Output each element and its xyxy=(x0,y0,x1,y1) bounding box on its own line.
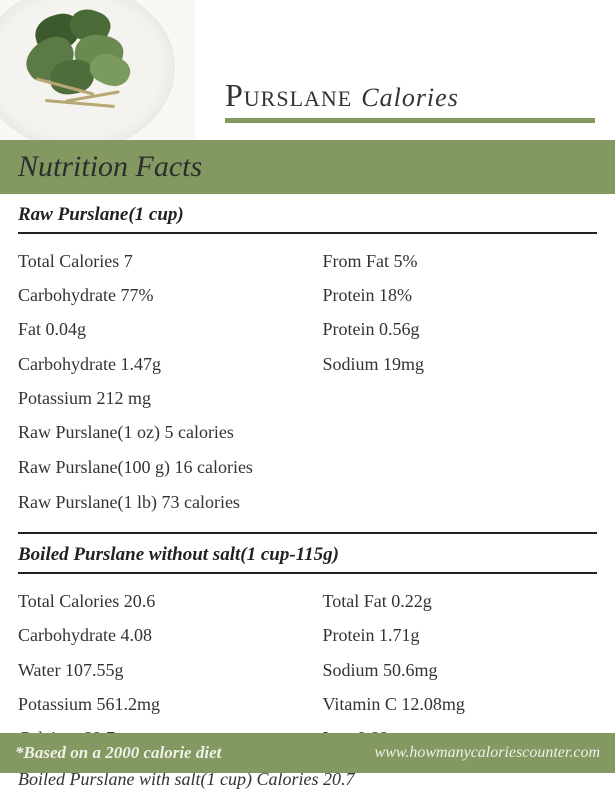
fact-line: Protein 18% xyxy=(323,278,598,312)
fact-line: Raw Purslane(1 lb) 73 calories xyxy=(18,485,597,520)
fact-line: Potassium 212 mg xyxy=(18,381,293,415)
fact-line: Potassium 561.2mg xyxy=(18,687,293,721)
title-underline xyxy=(225,118,595,123)
boiled-section: Boiled Purslane without salt(1 cup-115g)… xyxy=(0,534,615,761)
raw-right-col: From Fat 5% Protein 18% Protein 0.56g So… xyxy=(323,244,598,415)
page-title: Purslane Calories xyxy=(225,77,615,114)
fact-line: Total Calories 7 xyxy=(18,244,293,278)
nutrition-facts-banner: Nutrition Facts xyxy=(0,140,615,194)
fact-line: Carbohydrate 4.08 xyxy=(18,618,293,652)
fact-line: Raw Purslane(1 oz) 5 calories xyxy=(18,415,597,450)
fact-line: Total Fat 0.22g xyxy=(323,584,598,618)
fact-line: Protein 1.71g xyxy=(323,618,598,652)
fact-line: Carbohydrate 77% xyxy=(18,278,293,312)
header: Purslane Calories xyxy=(0,0,615,140)
title-area: Purslane Calories xyxy=(195,17,615,123)
fact-line: Total Calories 20.6 xyxy=(18,584,293,618)
fact-line: From Fat 5% xyxy=(323,244,598,278)
fact-line: Sodium 19mg xyxy=(323,347,598,381)
fact-line: Vitamin C 12.08mg xyxy=(323,687,598,721)
raw-section: Raw Purslane(1 cup) Total Calories 7 Car… xyxy=(0,194,615,526)
fact-line: Fat 0.04g xyxy=(18,312,293,346)
raw-left-col: Total Calories 7 Carbohydrate 77% Fat 0.… xyxy=(18,244,293,415)
fact-line: Raw Purslane(100 g) 16 calories xyxy=(18,450,597,485)
fact-line: Carbohydrate 1.47g xyxy=(18,347,293,381)
boiled-left-col: Total Calories 20.6 Carbohydrate 4.08 Wa… xyxy=(18,584,293,755)
footer-url: www.howmanycaloriescounter.com xyxy=(375,744,600,762)
food-photo xyxy=(0,0,195,140)
fact-line: Protein 0.56g xyxy=(323,312,598,346)
raw-heading: Raw Purslane(1 cup) xyxy=(18,204,597,234)
footer: *Based on a 2000 calorie diet www.howman… xyxy=(0,733,615,773)
boiled-right-col: Total Fat 0.22g Protein 1.71g Sodium 50.… xyxy=(323,584,598,755)
fact-line: Sodium 50.6mg xyxy=(323,653,598,687)
fact-line: Water 107.55g xyxy=(18,653,293,687)
footer-disclaimer: *Based on a 2000 calorie diet xyxy=(15,743,221,763)
boiled-heading: Boiled Purslane without salt(1 cup-115g) xyxy=(18,544,597,574)
title-main: Purslane xyxy=(225,77,352,113)
title-sub: Calories xyxy=(361,83,459,112)
